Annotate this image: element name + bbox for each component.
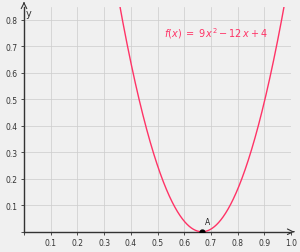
Text: $f(x)\;=\;9\,x^2 - 12\,x + 4$: $f(x)\;=\;9\,x^2 - 12\,x + 4$ xyxy=(164,26,268,41)
Text: y: y xyxy=(25,9,31,19)
Text: A: A xyxy=(205,217,211,226)
